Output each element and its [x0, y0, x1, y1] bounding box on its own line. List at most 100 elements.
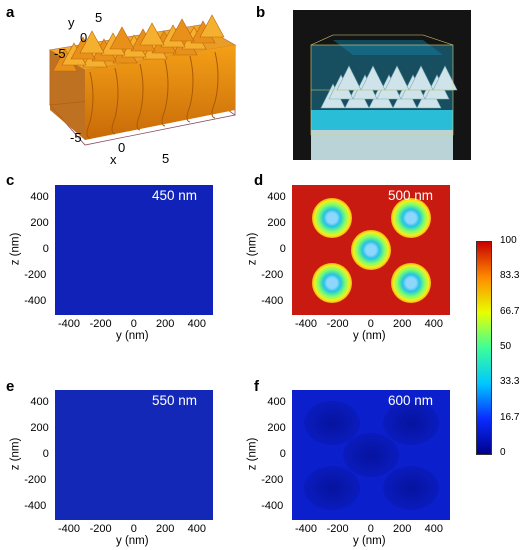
y-tick-label: -200	[261, 269, 284, 281]
x-tick-label: 400	[187, 523, 206, 535]
surface-ridges	[86, 51, 219, 139]
surface-ridge	[211, 51, 219, 119]
heatmap-shade	[343, 433, 399, 477]
tick-a-y-1: 5	[95, 10, 103, 25]
axis-x-label-a: x	[110, 152, 117, 167]
surface-peak	[199, 14, 225, 38]
tick-a-y-3: -5	[54, 46, 66, 61]
tick-a-x-1: -5	[70, 130, 82, 145]
x-axis-title: y (nm)	[116, 535, 149, 547]
y-tick-label: 200	[30, 217, 49, 229]
heatmap-spot	[390, 262, 431, 303]
heatmap-spot	[390, 197, 431, 238]
panel-label-b: b	[256, 4, 266, 21]
y-tick-label: 200	[267, 217, 286, 229]
x-tick-label: -400	[295, 523, 318, 535]
y-tick-label: -200	[24, 474, 47, 486]
y-tick-label: -200	[24, 269, 47, 281]
y-axis-title: z (nm)	[246, 232, 259, 266]
x-tick-label: -200	[326, 318, 349, 330]
x-tick-label: -400	[295, 318, 318, 330]
y-tick-label: -400	[261, 500, 284, 512]
y-axis-title: z (nm)	[9, 232, 22, 266]
axis-y-label-a: y	[68, 15, 75, 30]
surface-ridge	[111, 67, 119, 135]
heatmap-shade	[382, 465, 439, 510]
x-tick-label: -400	[58, 318, 81, 330]
surface-ridge	[86, 71, 94, 139]
y-tick-label: 0	[279, 448, 286, 460]
x-tick-label: -200	[89, 523, 112, 535]
tick-a-x-2: 0	[118, 140, 126, 155]
heatmap-shade	[303, 465, 360, 510]
colorbar-tick-label: 50	[500, 341, 512, 352]
y-tick-label: 400	[30, 191, 49, 203]
y-tick-label: -200	[261, 474, 284, 486]
x-tick-label: 400	[187, 318, 206, 330]
panel-label-e: e	[6, 378, 15, 395]
surface-peak	[79, 30, 105, 54]
y-tick-label: 200	[267, 422, 286, 434]
colorbar-tick-label: 0	[500, 447, 506, 458]
surface-peak	[169, 18, 195, 42]
x-tick-label: 200	[393, 318, 412, 330]
colorbar-tick-label: 33.3	[500, 376, 520, 388]
heatmap-600nm	[292, 390, 450, 520]
y-tick-label: -400	[24, 295, 47, 307]
y-tick-label: -400	[24, 500, 47, 512]
y-tick-label: 0	[279, 243, 286, 255]
x-tick-label: 400	[424, 523, 443, 535]
y-axis-title: z (nm)	[246, 437, 259, 471]
surface-ridge	[186, 55, 194, 123]
heatmap-shade	[303, 400, 360, 445]
x-axis-title: y (nm)	[353, 330, 386, 342]
surface-peaks	[52, 14, 225, 72]
surface-peak	[139, 22, 165, 46]
x-tick-label: 200	[393, 523, 412, 535]
pyramid-array	[320, 65, 458, 109]
y-tick-label: 200	[30, 422, 49, 434]
panel-label-f: f	[254, 378, 259, 395]
y-tick-label: 400	[267, 396, 286, 408]
device-structure-render	[293, 10, 471, 160]
x-tick-label: 0	[367, 523, 374, 535]
x-axis-title: y (nm)	[116, 330, 149, 342]
surface-wall-left	[50, 50, 85, 140]
tick-a-x-3: 5	[162, 151, 170, 166]
y-tick-label: -400	[261, 295, 284, 307]
surface-plot-3d	[48, 14, 237, 146]
panel-label-a: a	[6, 4, 15, 21]
colorbar-tick-label: 16.7	[500, 411, 520, 423]
colorbar-tick-label: 83.3	[500, 270, 520, 282]
panel-label-c: c	[6, 172, 15, 189]
x-tick-label: 200	[156, 318, 175, 330]
x-tick-label: 200	[156, 523, 175, 535]
x-tick-label: 0	[367, 318, 374, 330]
wavelength-label-500: 500 nm	[388, 188, 434, 203]
colorbar-tick-label: 100	[500, 235, 517, 246]
colorbar-tick-label: 66.7	[500, 305, 520, 317]
surface-peak	[109, 26, 135, 50]
panel-label-d: d	[254, 172, 264, 189]
x-tick-label: -200	[89, 318, 112, 330]
heatmap-500nm	[292, 185, 450, 315]
x-tick-label: -200	[326, 523, 349, 535]
x-tick-label: 0	[130, 523, 137, 535]
y-tick-label: 0	[42, 243, 49, 255]
wavelength-label-600: 600 nm	[388, 393, 434, 408]
heatmap-spot	[311, 197, 352, 238]
heatmap-shade	[382, 400, 439, 445]
surface-ridge	[136, 63, 144, 131]
heatmap-spot	[311, 262, 352, 303]
heatmap-450nm	[55, 185, 213, 315]
x-tick-label: 0	[130, 318, 137, 330]
x-tick-label: -400	[58, 523, 81, 535]
surface-ridge	[161, 59, 169, 127]
x-tick-label: 400	[424, 318, 443, 330]
x-axis-title: y (nm)	[353, 535, 386, 547]
y-tick-label: 0	[42, 448, 49, 460]
y-tick-label: 400	[267, 191, 286, 203]
colorbar	[476, 241, 492, 455]
tick-a-y-2: 0	[80, 30, 88, 45]
y-axis-title: z (nm)	[9, 437, 22, 471]
